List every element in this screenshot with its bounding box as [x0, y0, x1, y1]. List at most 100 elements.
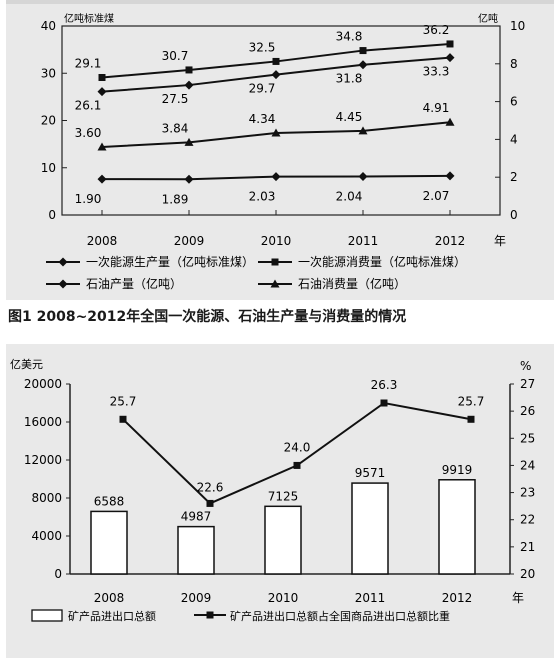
data-label: 29.7: [249, 82, 276, 96]
legend-line-marker: [206, 611, 214, 619]
top-strip: [6, 0, 554, 4]
left-tick-label: 8000: [31, 491, 62, 505]
data-label: 1.89: [162, 192, 189, 206]
left-axis-label: 亿美元: [10, 358, 43, 371]
data-point: [358, 171, 368, 181]
figure1-chart-panel: 亿吨标准煤 亿吨 0 10 20 30 40 0 2 4 6 8 10 2008 2009 2010 2011 2…: [6, 4, 554, 300]
x-tick-label: 2010: [261, 234, 292, 248]
figure2-chart: 亿美元 % 0 4000 8000 12000 16000 20000 20 21 22 23 24 25…: [10, 358, 535, 623]
x-tick-label: 2008: [94, 591, 125, 605]
left-tick-label: 30: [41, 66, 56, 80]
data-label: 30.7: [162, 49, 189, 63]
right-tick-label: 6: [510, 95, 518, 109]
legend-marker: [271, 258, 279, 266]
legend-marker: [58, 257, 68, 267]
data-label: 2.07: [423, 189, 450, 203]
legend-marker: [270, 279, 280, 288]
left-tick-label: 0: [48, 208, 56, 222]
data-label: 4.91: [423, 101, 450, 115]
data-point: [271, 128, 281, 137]
right-tick-label: 27: [520, 377, 535, 391]
left-tick-label: 4000: [31, 529, 62, 543]
left-tick-label: 20000: [24, 377, 62, 391]
data-point: [184, 80, 194, 90]
data-label: 29.1: [75, 57, 102, 71]
x-tick-label: 2008: [87, 234, 118, 248]
legend-label: 石油消费量（亿吨）: [298, 276, 406, 291]
bar-value-label: 4987: [181, 510, 212, 524]
legend-label: 一次能源生产量（亿吨标准煤）: [86, 254, 254, 269]
right-axis-label: %: [520, 359, 531, 373]
data-point: [272, 57, 280, 65]
left-axis-label: 亿吨标准煤: [64, 12, 114, 25]
legend-line-label: 矿产品进出口总额占全国商品进出口总额比重: [230, 609, 450, 623]
plot-frame: [61, 25, 501, 216]
right-tick-label: 8: [510, 57, 518, 71]
figure2-chart-panel: 亿美元% 0 4000 8000 12000 16000 20000 20 21 22 23 24 25…: [6, 344, 554, 658]
ratio-point: [119, 415, 127, 423]
data-label: 26.1: [75, 99, 102, 113]
data-label: 27.5: [162, 92, 189, 106]
bar-value-label: 6588: [94, 494, 125, 508]
data-point: [359, 47, 367, 55]
data-label: 2.03: [249, 190, 276, 204]
legend-marker: [58, 279, 68, 289]
data-label: 4.34: [249, 112, 276, 126]
x-unit-label: 年: [512, 591, 524, 605]
ratio-value-label: 24.0: [284, 440, 311, 454]
ratio-point: [380, 399, 388, 407]
right-tick-label: 26: [520, 404, 535, 418]
data-label: 3.84: [162, 121, 189, 135]
right-tick-label: 24: [520, 458, 535, 472]
right-tick-label: 0: [510, 208, 518, 222]
data-point: [97, 87, 107, 97]
ratio-value-label: 22.6: [197, 480, 224, 494]
right-tick-label: 4: [510, 132, 518, 146]
data-point: [358, 60, 368, 70]
left-tick-label: 10: [41, 161, 56, 175]
bar: [438, 479, 476, 575]
data-label: 31.8: [336, 72, 363, 86]
data-point: [185, 66, 193, 74]
ratio-point: [467, 415, 475, 423]
data-point: [446, 40, 454, 48]
right-tick-label: 23: [520, 486, 535, 500]
ratio-value-label: 25.7: [458, 394, 485, 408]
data-point: [445, 171, 455, 181]
x-tick-label: 2012: [442, 591, 473, 605]
left-tick-label: 16000: [24, 415, 62, 429]
x-tick-label: 2009: [181, 591, 212, 605]
left-tick-label: 12000: [24, 453, 62, 467]
left-tick-label: 20: [41, 114, 56, 128]
x-unit-label: 年: [494, 234, 506, 248]
figure1-caption: 图1 2008~2012年全国一次能源、石油生产量与消费量的情况: [8, 309, 407, 325]
x-tick-label: 2010: [268, 591, 299, 605]
ratio-value-label: 26.3: [371, 378, 398, 392]
legend-bar-swatch: [31, 609, 63, 622]
right-tick-label: 10: [510, 19, 525, 33]
right-tick-label: 2: [510, 170, 518, 184]
x-tick-label: 2012: [435, 234, 466, 248]
bar-value-label: 9919: [442, 463, 473, 477]
data-point: [97, 174, 107, 184]
data-point: [445, 117, 455, 126]
data-label: 33.3: [423, 65, 450, 79]
right-tick-label: 22: [520, 513, 535, 527]
ratio-point: [293, 461, 301, 469]
bar-value-label: 7125: [268, 489, 299, 503]
ratio-value-label: 25.7: [110, 394, 137, 408]
bar-value-label: 9571: [355, 466, 386, 480]
right-tick-label: 25: [520, 431, 535, 445]
left-tick-label: 0: [54, 567, 62, 581]
x-tick-label: 2009: [174, 234, 205, 248]
legend-label: 一次能源消费量（亿吨标准煤）: [298, 254, 466, 269]
data-point: [97, 142, 107, 151]
right-tick-label: 21: [520, 540, 535, 554]
data-label: 2.04: [336, 189, 363, 203]
data-label: 36.2: [423, 23, 450, 37]
data-label: 34.8: [336, 30, 363, 44]
data-label: 4.45: [336, 110, 363, 124]
data-point: [98, 74, 106, 82]
ratio-point: [206, 499, 214, 507]
legend-bar-label: 矿产品进出口总额: [68, 609, 156, 623]
